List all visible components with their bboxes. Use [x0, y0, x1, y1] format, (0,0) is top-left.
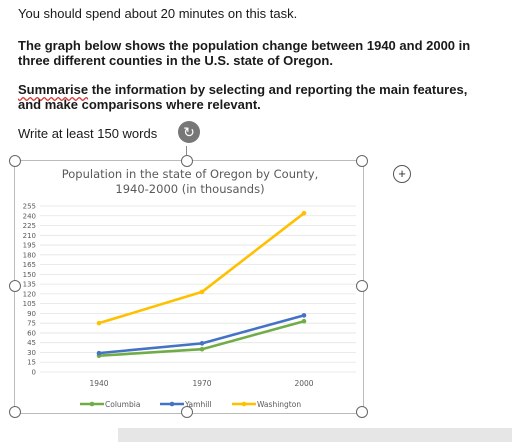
resize-handle-top-center[interactable]: [181, 155, 193, 167]
y-tick-label: 240: [23, 212, 36, 220]
y-tick-label: 255: [23, 203, 36, 211]
legend-label: Washington: [257, 400, 301, 409]
data-point-yamhill: [96, 350, 102, 356]
y-tick-label: 180: [23, 251, 36, 259]
summary-instruction-line1: Summarise the information by selecting a…: [18, 82, 467, 97]
resize-handle-top-right[interactable]: [356, 155, 368, 167]
data-point-washington: [301, 210, 307, 216]
chart-title-line2: 1940-2000 (in thousands): [115, 182, 264, 196]
resize-handle-top-left[interactable]: [9, 155, 21, 167]
y-tick-label: 105: [23, 300, 36, 308]
rotate-handle-stem: [186, 146, 187, 158]
y-tick-label: 90: [27, 310, 36, 318]
data-point-columbia: [199, 346, 205, 352]
chart-title-line1: Population in the state of Oregon by Cou…: [62, 167, 319, 181]
resize-handle-middle-right[interactable]: [356, 280, 368, 292]
legend-label: Yamhill: [184, 400, 211, 409]
y-tick-label: 195: [23, 242, 36, 250]
data-point-yamhill: [199, 341, 205, 346]
resize-handle-bottom-left[interactable]: [9, 406, 21, 418]
y-tick-label: 165: [23, 261, 36, 269]
x-tick-label: 2000: [294, 379, 313, 388]
resize-handle-bottom-right[interactable]: [356, 406, 368, 418]
resize-handle-bottom-center[interactable]: [181, 406, 193, 418]
y-tick-label: 150: [23, 271, 36, 279]
x-tick-label: 1940: [89, 379, 108, 388]
spellcheck-word[interactable]: Summarise: [18, 82, 89, 97]
legend-marker: [169, 401, 175, 407]
y-tick-label: 45: [27, 339, 36, 347]
task-prompt-line2: three different counties in the U.S. sta…: [18, 53, 333, 68]
data-point-columbia: [301, 318, 307, 324]
x-tick-label: 1970: [192, 379, 211, 388]
y-tick-label: 0: [32, 369, 36, 377]
y-tick-label: 135: [23, 281, 36, 289]
data-point-yamhill: [301, 313, 307, 318]
summary-rest: the information by selecting and reporti…: [88, 82, 468, 97]
summary-instruction-line2: and make comparisons where relevant.: [18, 97, 261, 112]
resize-handle-middle-left[interactable]: [9, 280, 21, 292]
data-point-washington: [199, 289, 205, 295]
page-edge-band: [118, 428, 512, 442]
y-tick-label: 225: [23, 222, 36, 230]
y-tick-label: 15: [27, 359, 36, 367]
data-point-washington: [96, 320, 102, 326]
word-count-text: Write at least 150 words: [18, 126, 158, 141]
refresh-icon[interactable]: ↻: [178, 121, 200, 143]
y-tick-label: 75: [27, 320, 36, 328]
series-line-washington: [98, 212, 305, 325]
y-tick-label: 30: [27, 349, 36, 357]
plus-icon[interactable]: +: [393, 165, 411, 183]
legend-marker: [89, 401, 95, 407]
legend-marker: [241, 401, 247, 407]
task-prompt-line1: The graph below shows the population cha…: [18, 38, 471, 53]
y-tick-label: 60: [27, 329, 36, 337]
instruction-text: You should spend about 20 minutes on thi…: [18, 6, 298, 21]
y-tick-label: 210: [23, 232, 36, 240]
legend-label: Columbia: [105, 400, 140, 409]
y-tick-label: 120: [23, 290, 36, 298]
